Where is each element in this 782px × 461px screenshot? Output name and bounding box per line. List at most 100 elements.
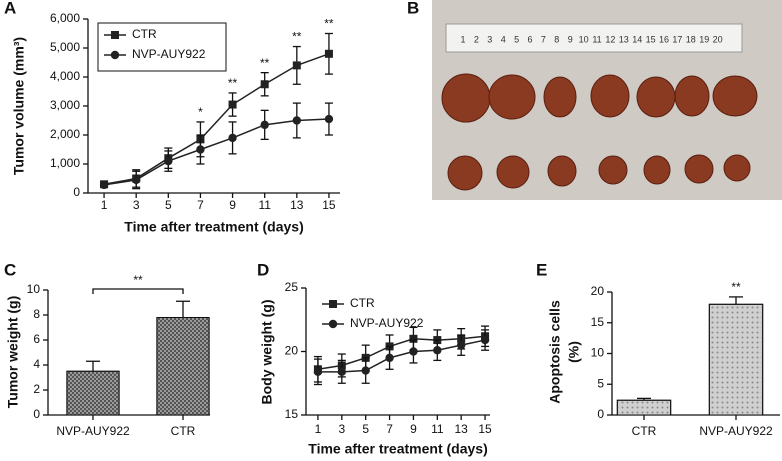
y-tick-label: 10 — [591, 346, 605, 360]
legend-label: NVP-AUY922 — [350, 316, 424, 330]
significance: * — [198, 105, 203, 119]
y-tick-label: 2 — [33, 382, 40, 396]
point — [409, 347, 418, 356]
x-tick-label: 11 — [431, 422, 444, 436]
point — [433, 346, 442, 355]
y-axis-label: Tumor weight (g) — [5, 296, 21, 409]
bracket-label: ** — [133, 273, 143, 287]
x-tick-label: 1 — [101, 198, 108, 212]
ruler-label: 18 — [686, 34, 696, 44]
series-line — [103, 118, 329, 186]
legend-frame — [97, 22, 227, 72]
x-tick-label: 5 — [362, 422, 369, 436]
x-tick-label: 7 — [197, 198, 204, 212]
x-tick-label: 13 — [290, 198, 304, 212]
significance: ** — [228, 76, 238, 90]
point — [385, 353, 394, 363]
legend-marker — [328, 319, 338, 329]
x-tick-label: 13 — [455, 422, 469, 436]
legend-marker — [110, 50, 120, 60]
point — [324, 49, 333, 58]
y-tick-label: 25 — [285, 280, 299, 294]
ruler-label: 4 — [501, 34, 506, 44]
panel-label: D — [257, 260, 269, 279]
y-tick-label: 20 — [285, 344, 299, 358]
point — [228, 100, 237, 109]
ruler-label: 7 — [541, 34, 546, 44]
series-line — [103, 53, 330, 186]
ruler-label: 11 — [592, 34, 601, 44]
ruler-label: 6 — [527, 34, 532, 44]
x-tick-label: 5 — [165, 198, 172, 212]
point — [292, 61, 301, 70]
point — [164, 156, 173, 166]
y-tick-label: 4,000 — [50, 69, 80, 83]
ruler-label: 20 — [713, 34, 723, 44]
y-axis-label: Apoptosis cells — [547, 300, 563, 404]
point — [324, 114, 334, 124]
x-tick-label: 9 — [410, 422, 417, 436]
ruler-label: 5 — [514, 34, 519, 44]
y-tick-label: 6 — [33, 332, 40, 346]
bar-hatch — [616, 399, 672, 416]
point — [456, 340, 466, 350]
legend-marker — [111, 31, 119, 39]
y-tick-label: 0 — [73, 185, 80, 199]
point — [409, 334, 418, 343]
x-tick-label: NVP-AUY922 — [56, 424, 130, 438]
legend-label: CTR — [132, 27, 157, 41]
point — [480, 335, 490, 345]
y-axis-label: Body weight (g) — [259, 300, 275, 405]
y-tick-label: 10 — [27, 282, 41, 296]
y-axis-label: Tumor volume (mm³) — [11, 37, 27, 175]
ruler-label: 15 — [646, 34, 656, 44]
x-axis-label: Time after treatment (days) — [308, 441, 487, 457]
y-tick-label: 5 — [597, 376, 604, 390]
bar-hatch — [66, 370, 120, 416]
x-tick-label: 15 — [322, 198, 336, 212]
point — [361, 366, 370, 375]
ruler-label: 9 — [568, 34, 573, 44]
ruler-label: 10 — [579, 34, 589, 44]
y-axis-label: (%) — [566, 341, 582, 363]
x-tick-label: 11 — [258, 198, 271, 212]
x-tick-label: 9 — [229, 198, 236, 212]
panel-label: E — [536, 260, 547, 279]
ruler-label: 12 — [605, 34, 615, 44]
point — [228, 133, 237, 143]
y-tick-label: 15 — [285, 407, 299, 421]
ruler-label: 1 — [460, 34, 465, 44]
y-tick-label: 15 — [591, 315, 605, 329]
legend-marker — [329, 300, 337, 308]
y-tick-label: 4 — [33, 357, 40, 371]
significance: ** — [324, 17, 334, 31]
y-tick-label: 8 — [33, 307, 40, 321]
y-tick-label: 5,000 — [50, 40, 80, 54]
y-tick-label: 20 — [591, 284, 605, 298]
x-axis-label: Time after treatment (days) — [124, 219, 303, 235]
panel-label: A — [4, 0, 16, 17]
x-tick-label: CTR — [632, 424, 657, 438]
bracket — [92, 288, 184, 294]
legend-label: NVP-AUY922 — [132, 47, 206, 61]
ruler-label: 3 — [487, 34, 492, 44]
point — [196, 145, 205, 154]
bar-hatch — [156, 317, 210, 416]
point — [292, 116, 302, 125]
bar-hatch — [708, 303, 764, 416]
y-tick-label: 3,000 — [50, 98, 80, 112]
y-tick-label: 2,000 — [50, 127, 80, 141]
significance: ** — [292, 30, 302, 44]
y-tick-label: 1,000 — [50, 156, 80, 170]
point — [260, 80, 269, 89]
x-tick-label: 3 — [338, 422, 345, 436]
legend-label: CTR — [350, 296, 375, 310]
point — [313, 367, 323, 377]
ruler-label: 8 — [554, 34, 559, 44]
ruler-label: 17 — [672, 34, 682, 44]
x-tick-label: 3 — [133, 198, 140, 212]
point — [337, 367, 347, 377]
y-tick-label: 0 — [597, 407, 604, 421]
